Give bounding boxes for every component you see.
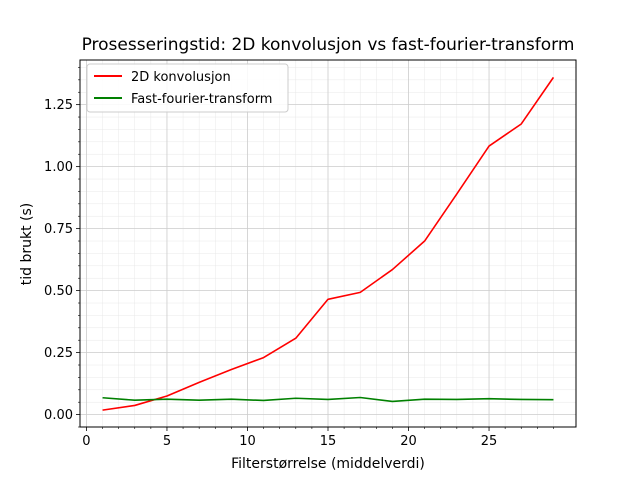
legend-label-2d-konvolusjon: 2D konvolusjon bbox=[131, 70, 231, 85]
y-tick-label: 1.25 bbox=[44, 98, 73, 113]
series-lines bbox=[102, 76, 555, 411]
y-axis-label: tid brukt (s) bbox=[19, 203, 35, 286]
major-grid bbox=[80, 60, 576, 427]
y-tick-label: 0.75 bbox=[44, 222, 73, 237]
legend: 2D konvolusjon Fast-fourier-transform bbox=[86, 63, 289, 113]
axis-ticks bbox=[76, 67, 554, 431]
x-tick-label: 20 bbox=[400, 434, 417, 449]
y-tick-label: 0.50 bbox=[44, 284, 73, 299]
y-tick-label: 1.00 bbox=[44, 160, 73, 175]
x-tick-label: 10 bbox=[239, 434, 256, 449]
series-line-fast-fourier-transform bbox=[102, 396, 554, 403]
y-tick-label: 0.00 bbox=[44, 408, 73, 423]
series-line-2d-konvolusjon bbox=[102, 76, 555, 411]
x-axis-label: Filterstørrelse (middelverdi) bbox=[231, 456, 425, 472]
legend-label-fast-fourier-transform: Fast-fourier-transform bbox=[131, 92, 272, 107]
y-tick-label: 0.25 bbox=[44, 346, 73, 361]
x-tick-label: 25 bbox=[481, 434, 498, 449]
chart-title: Prosesseringstid: 2D konvolusjon vs fast… bbox=[82, 35, 575, 55]
x-tick-label: 15 bbox=[320, 434, 337, 449]
x-tick-label: 0 bbox=[82, 434, 90, 449]
tick-labels: 0 5 10 15 20 25 0.00 0.25 0.50 0.75 1.00 1.25 bbox=[44, 98, 497, 449]
legend-box bbox=[86, 63, 289, 113]
x-tick-label: 5 bbox=[163, 434, 171, 449]
